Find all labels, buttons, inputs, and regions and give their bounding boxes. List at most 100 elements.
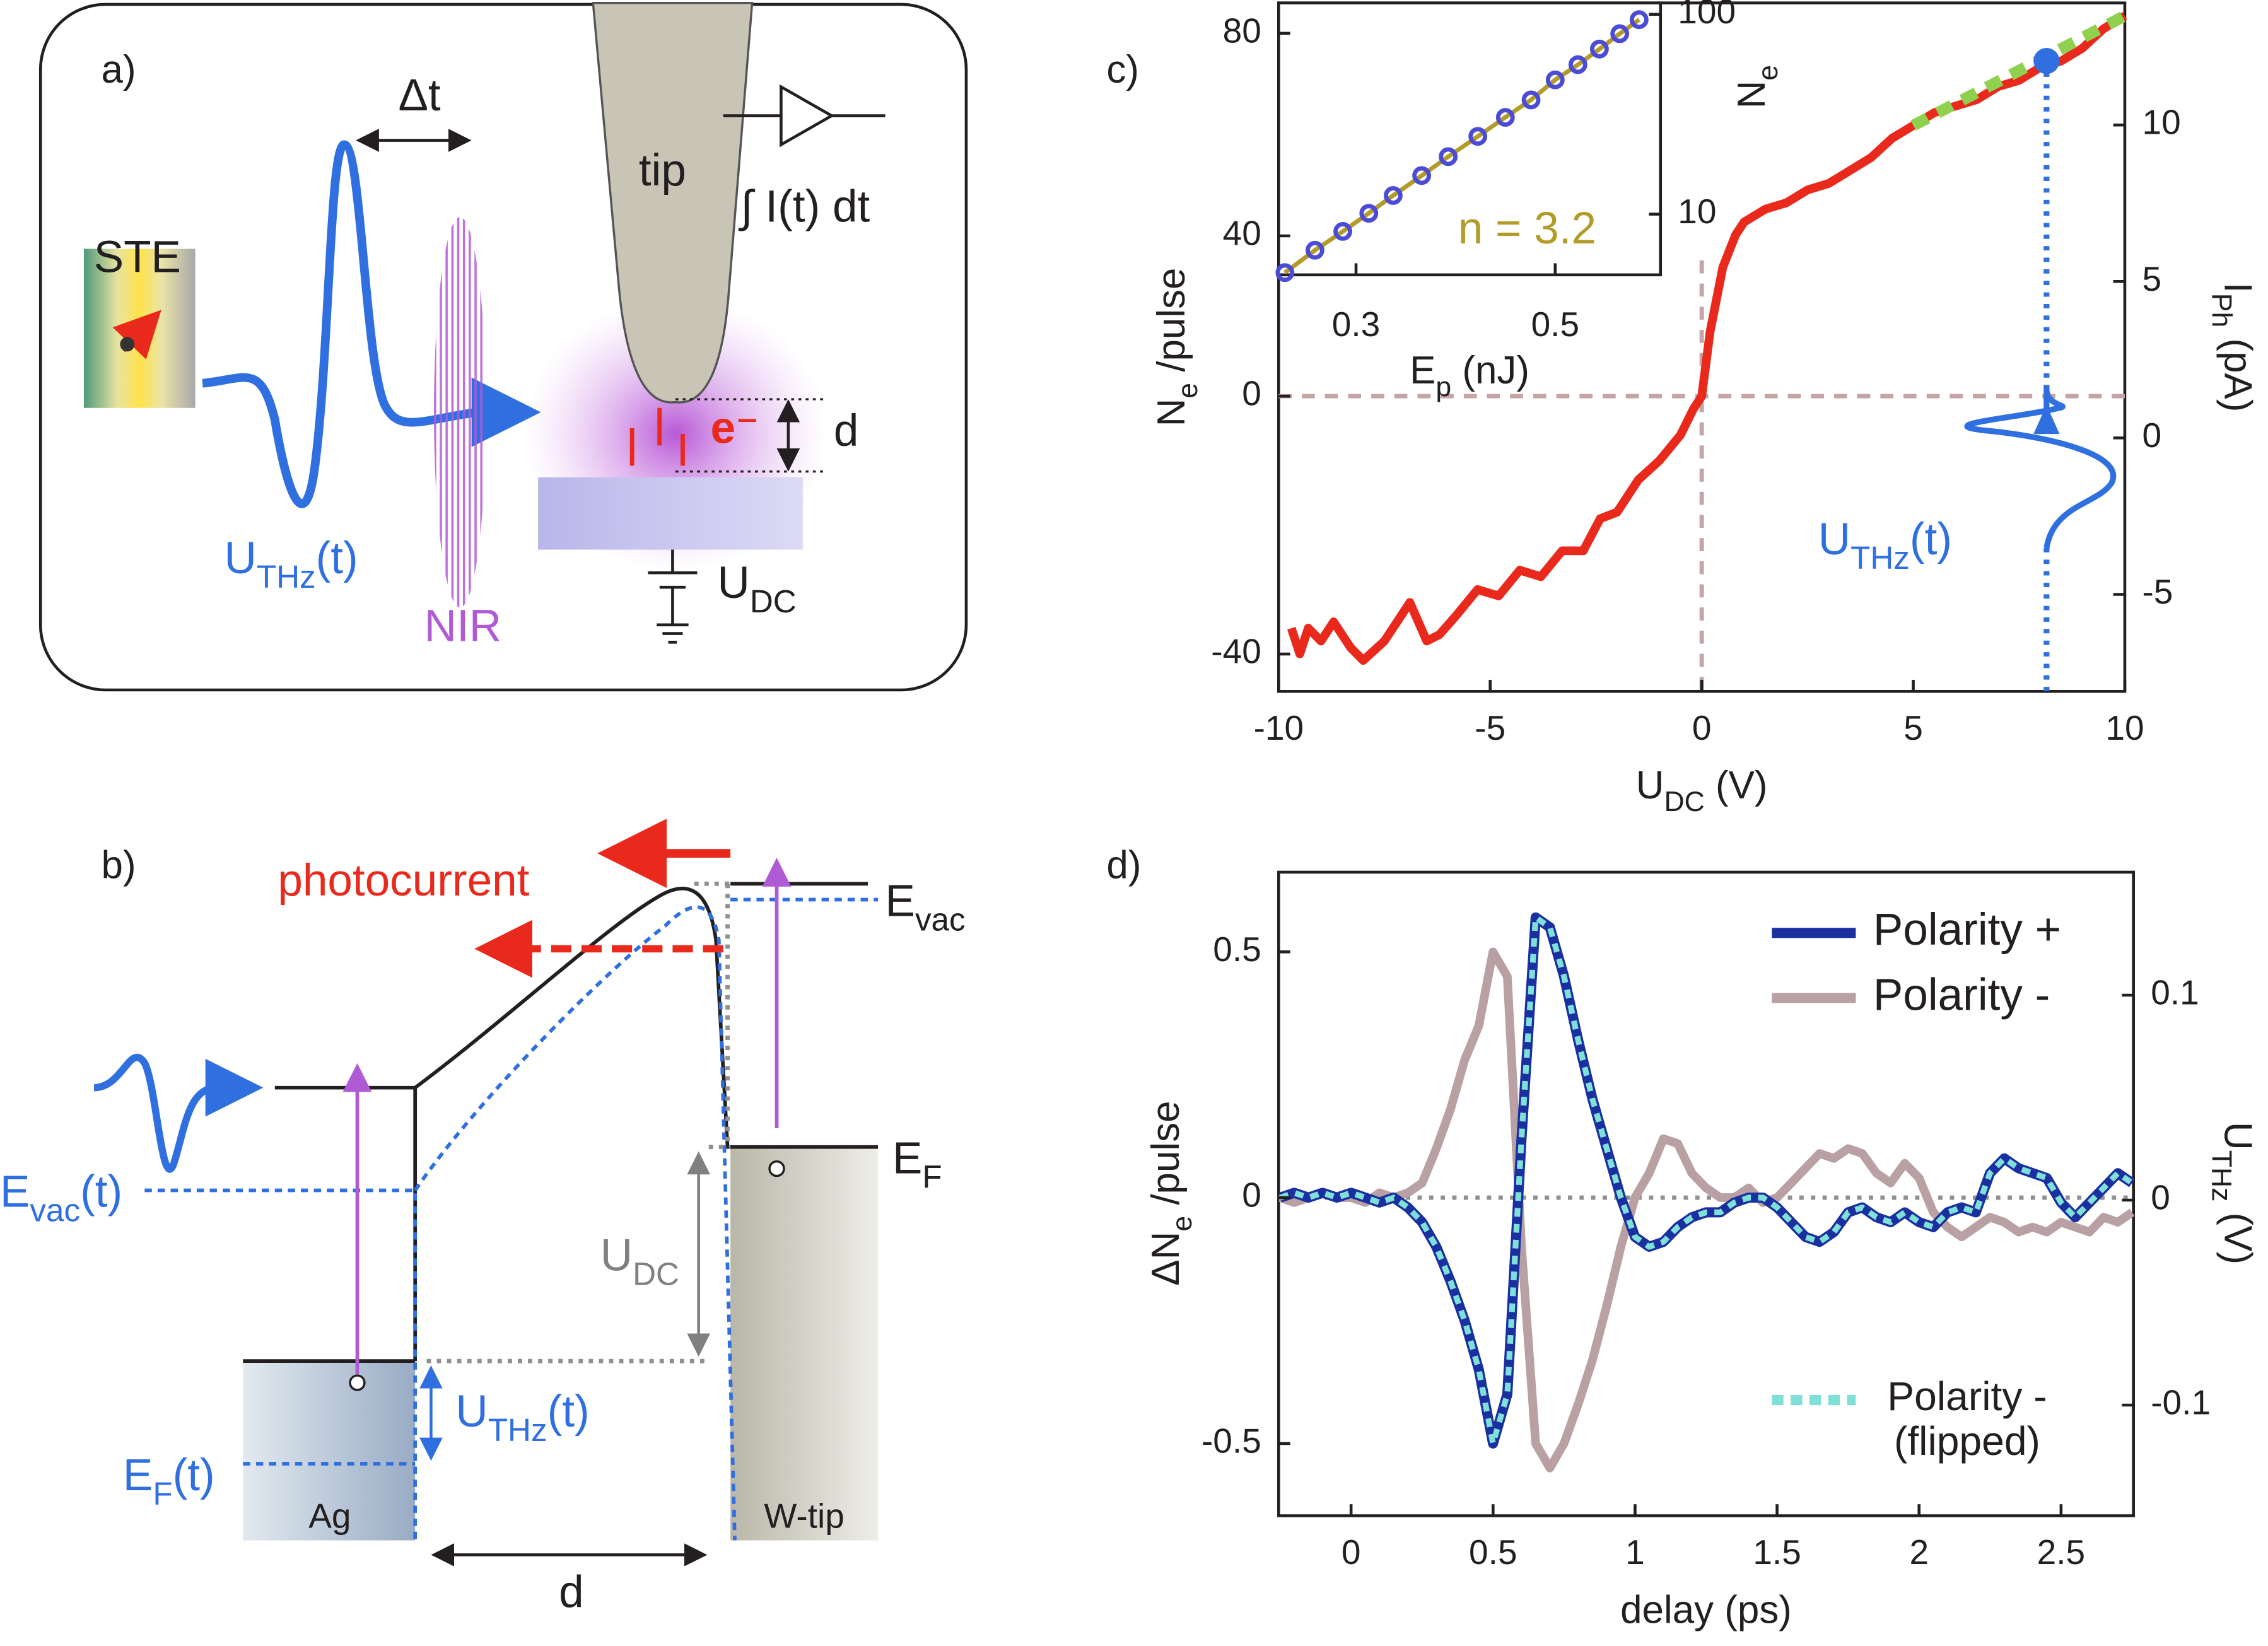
panel-a: a) STE tip ∫ I(t) dt Δt UTHz(t) NIR d e⁻… — [38, 1, 968, 692]
emitter-label: STE — [94, 233, 181, 283]
x-tick-label: 0 — [1342, 1532, 1361, 1572]
thz-pulse — [93, 1054, 264, 1173]
y-axis-label: Ne /pulse — [1150, 268, 1204, 427]
y-tick-label: 10 — [1678, 192, 1716, 231]
bias-label: UDC — [718, 558, 797, 619]
y2-tick-label: 0 — [2151, 1178, 2170, 1217]
text-part: /pulse — [1144, 1100, 1188, 1215]
fit-line — [1910, 10, 2128, 131]
delay-label: Δt — [398, 71, 440, 120]
sample-block — [243, 1362, 416, 1541]
sample-label: Ag — [308, 1497, 351, 1536]
point — [1305, 240, 1324, 260]
text-part: (t) — [1910, 515, 1952, 564]
x-tick-label: 0.3 — [1332, 305, 1381, 344]
y-tick-label: -40 — [1211, 632, 1261, 671]
integral-label: ∫ I(t) dt — [738, 182, 870, 231]
text-part: U — [224, 534, 256, 583]
text-part: DC — [633, 1256, 679, 1292]
panel-label: a) — [102, 48, 136, 91]
y-tick-label: 0 — [1242, 1176, 1261, 1215]
text-part: U — [718, 558, 750, 608]
point — [1629, 10, 1649, 30]
text-part: E — [1410, 349, 1435, 392]
text-part: e — [1172, 383, 1203, 399]
tip — [592, 1, 754, 404]
panel-label: c) — [1106, 48, 1139, 91]
point — [1384, 186, 1403, 205]
text-part: (V) — [2216, 1201, 2259, 1264]
text-part: E — [892, 1133, 922, 1183]
panel-frame — [38, 3, 968, 692]
point — [1468, 127, 1488, 146]
hole — [768, 1160, 785, 1177]
text-part: p — [1435, 371, 1451, 402]
y2-axis-label: UTHz (V) — [2206, 1122, 2259, 1264]
x-tick-label: -5 — [1475, 708, 1505, 747]
y-tick-label: 100 — [1678, 0, 1736, 31]
y-tick-label: 0.5 — [1213, 930, 1261, 969]
text-part: U — [2216, 1122, 2259, 1150]
x-tick-label: 0.5 — [1469, 1532, 1517, 1572]
x-axis-label: UDC (V) — [1636, 764, 1768, 817]
shifted-potential — [144, 897, 879, 1541]
y-tick-label: 0 — [1242, 374, 1261, 413]
text-part: E — [0, 1167, 30, 1217]
text-part: vac — [915, 901, 966, 937]
electron-label: e⁻ — [710, 403, 759, 453]
text-part: (t) — [173, 1450, 215, 1500]
fermi-label: EF — [892, 1133, 942, 1194]
x-tick-label: 5 — [1903, 708, 1923, 747]
guide-lines — [426, 881, 731, 1363]
x-tick-label: 0.5 — [1531, 305, 1580, 344]
text-part: F — [922, 1159, 942, 1195]
annotation: n = 3.2 — [1458, 204, 1596, 254]
y2-tick-label: 0.1 — [2151, 973, 2199, 1012]
text-part: e — [1753, 65, 1784, 81]
nir-label: NIR — [424, 601, 501, 651]
potential — [243, 882, 879, 1363]
text-part: vac — [30, 1192, 80, 1228]
vacuum-label: Evac — [886, 876, 966, 937]
panel-label: d) — [1106, 843, 1141, 887]
plot-frame — [1277, 870, 2136, 1517]
annotation: UTHz(t) — [1818, 515, 1952, 576]
y2-tick-label: 5 — [2142, 259, 2161, 298]
y2-tick-label: -0.1 — [2151, 1383, 2211, 1422]
data-line — [1287, 12, 2127, 665]
point — [1610, 24, 1630, 44]
y-left-tick-label: 40 — [1223, 214, 1261, 253]
y-axis-label: ΔNe /pulse — [1144, 1100, 1198, 1285]
thz-label: UTHz(t) — [455, 1387, 589, 1448]
gap-label: d — [834, 406, 859, 456]
fermi-t-label: EF(t) — [123, 1450, 215, 1512]
text-part: DC — [750, 583, 797, 619]
amplifier — [723, 84, 886, 148]
y2-tick-label: 0 — [2142, 416, 2161, 455]
x-axis-label: Ep (nJ) — [1410, 349, 1529, 402]
legend-label: Polarity - (flipped) — [1887, 1374, 2047, 1464]
text-part: (pA) — [2216, 327, 2259, 412]
point — [1495, 108, 1515, 127]
text-part: E — [886, 876, 915, 926]
text-part: DC — [1664, 786, 1704, 817]
text-part: E — [123, 1450, 153, 1500]
data-line — [1279, 914, 2134, 1447]
text-part: U — [1818, 515, 1850, 564]
x-tick-label: 10 — [2105, 708, 2144, 747]
text-part: THz — [2206, 1150, 2236, 1202]
text-part: (t) — [547, 1387, 590, 1437]
text-part: THz — [257, 559, 316, 595]
x-tick-label: 1 — [1625, 1532, 1645, 1572]
y-left-tick-label: 80 — [1223, 11, 1261, 50]
x-tick-label: -10 — [1254, 708, 1304, 747]
battery — [648, 549, 698, 644]
tip-label: tip — [639, 146, 686, 196]
hole — [349, 1374, 366, 1391]
photocurrent-label: photocurrent — [278, 856, 529, 906]
text-part: (nJ) — [1451, 349, 1529, 392]
legend-label: Polarity + — [1873, 905, 2061, 955]
point — [1568, 55, 1587, 74]
bias-label: UDC — [600, 1230, 679, 1292]
gap-label: d — [559, 1567, 584, 1617]
